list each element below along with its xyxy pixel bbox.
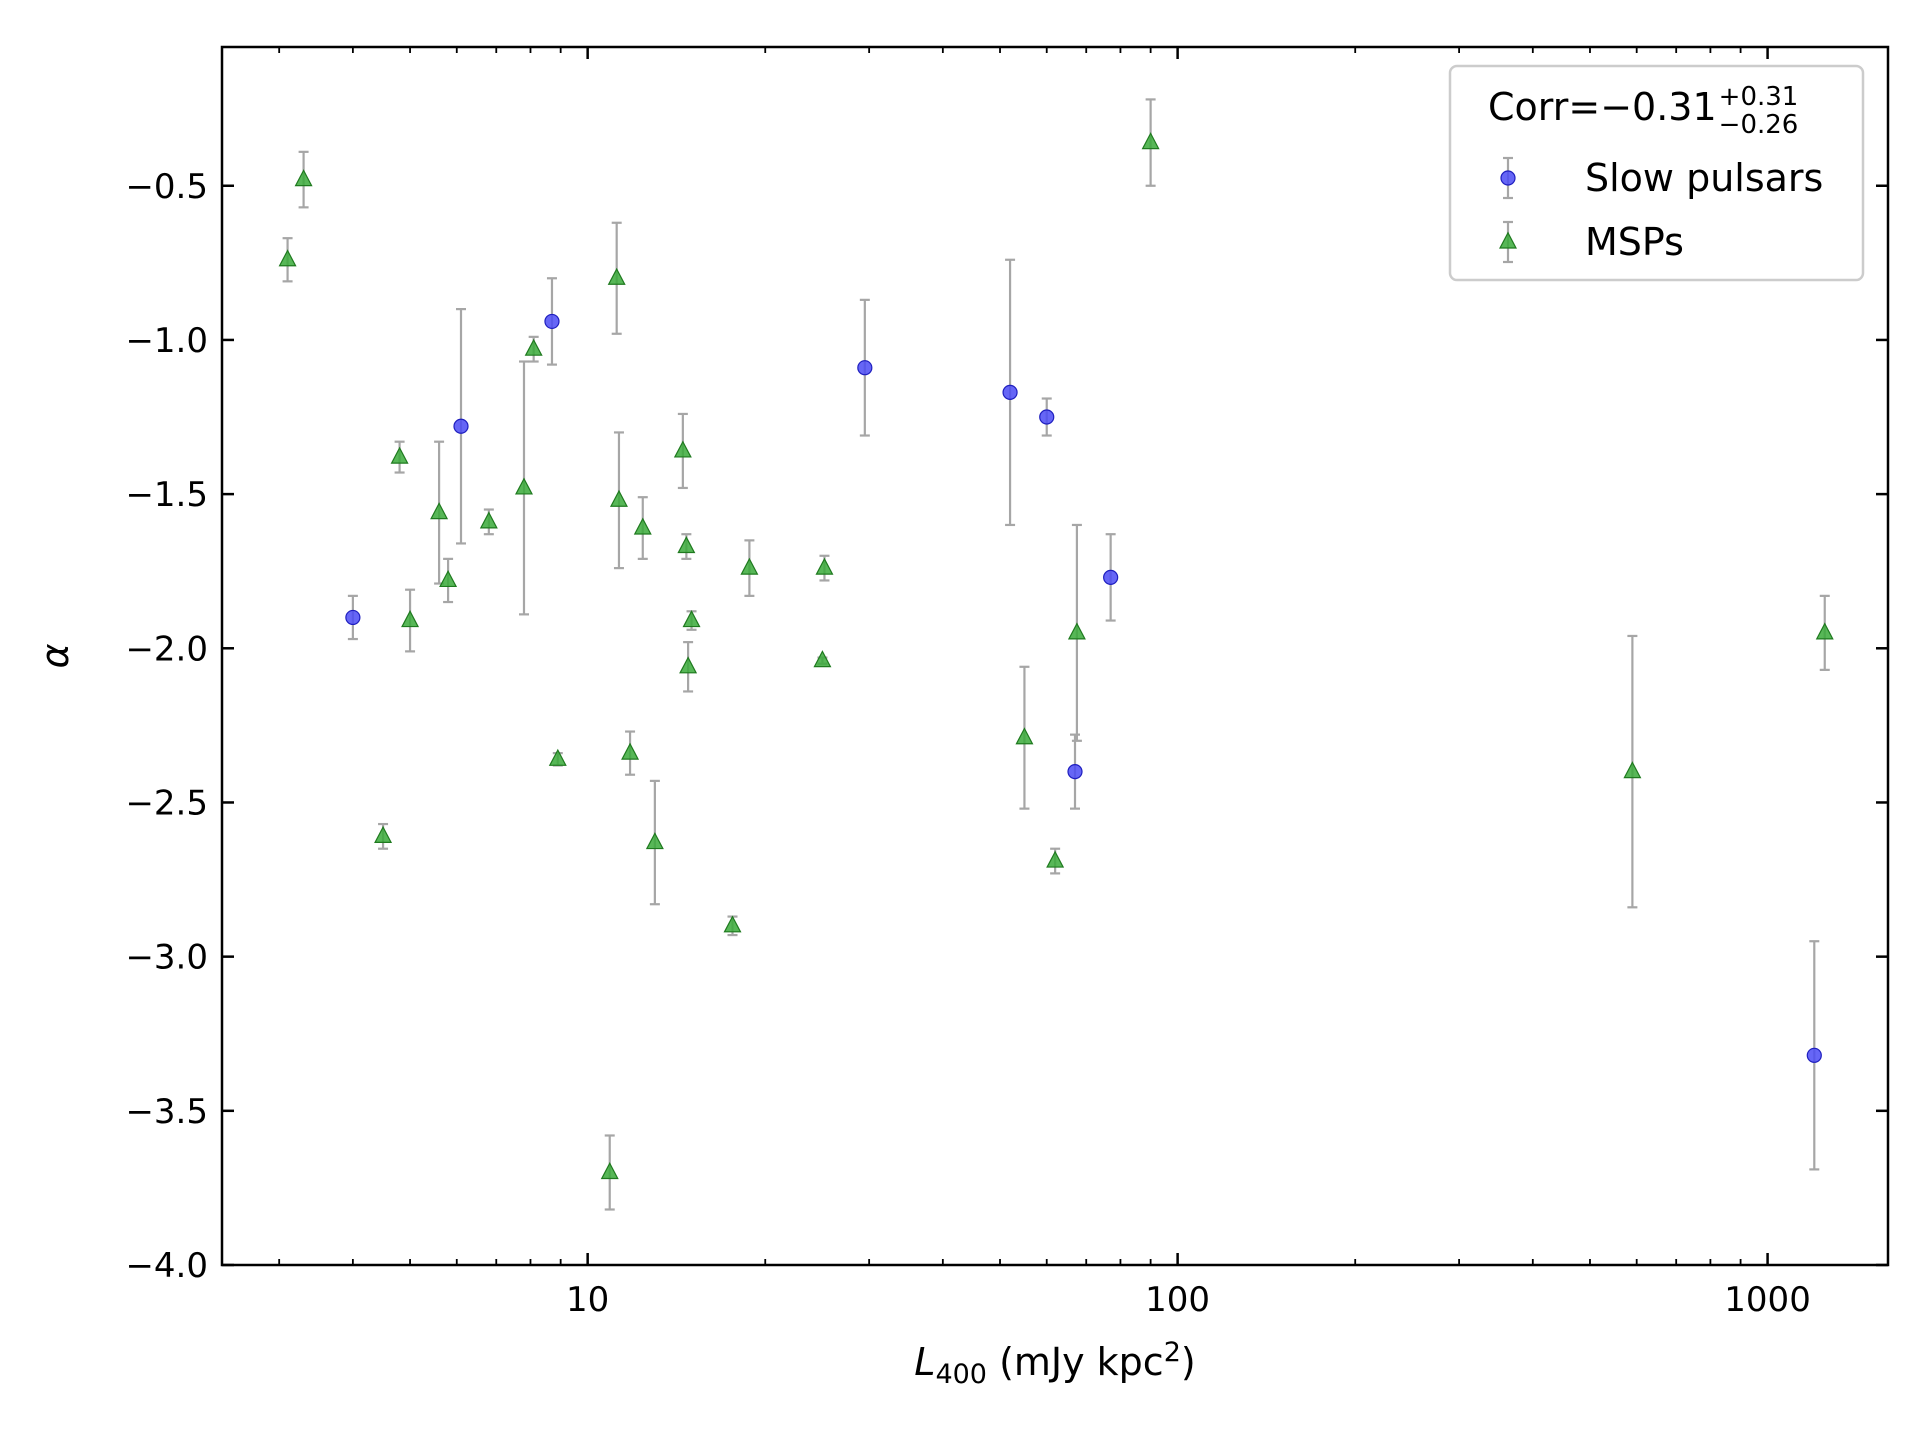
plot-frame: [220, 45, 1890, 1267]
slow-pulsar-point: [544, 313, 560, 330]
msp-point: [813, 650, 832, 668]
y-tick-label: −3.0: [125, 938, 208, 978]
msp-point: [1623, 761, 1642, 779]
legend-label: Slow pulsars: [1585, 156, 1823, 200]
msp-point: [679, 656, 698, 674]
msp-point: [548, 748, 567, 766]
legend-title-superscript: +0.31: [1719, 82, 1799, 112]
msp-point: [514, 477, 533, 495]
slow-pulsar-point: [1002, 384, 1018, 400]
msp-point: [1067, 622, 1086, 640]
msp-point: [374, 825, 393, 843]
x-axis-label-end: ): [1181, 1340, 1196, 1384]
msp-point: [609, 489, 628, 507]
msp-point: [479, 511, 498, 529]
x-tick-label: 100: [1145, 1280, 1210, 1320]
legend-label: MSPs: [1585, 220, 1684, 264]
x-axis-label: L400 (mJy kpc2): [914, 1337, 1195, 1390]
x-axis-label-superscript: 2: [1164, 1337, 1181, 1368]
legend-items: Slow pulsars MSPs: [1499, 156, 1823, 264]
msp-point: [1046, 850, 1065, 868]
msp-point: [740, 557, 759, 575]
legend-box: [1448, 64, 1865, 282]
msp-point: [1015, 727, 1034, 745]
legend-title-main: Corr=−0.31: [1488, 85, 1717, 129]
msp-point: [439, 569, 458, 588]
msp-point: [682, 610, 701, 628]
x-axis-label-main: L: [914, 1340, 935, 1384]
legend-title: Corr=−0.31+0.31 −0.26: [1488, 82, 1798, 140]
msp-point: [621, 742, 640, 760]
msp-point: [815, 557, 834, 575]
msp-point: [278, 249, 297, 267]
msp-point: [723, 915, 742, 933]
slow-pulsar-point: [345, 609, 361, 626]
slow-pulsar-point: [1039, 409, 1055, 425]
slow-pulsar-point: [1067, 764, 1083, 780]
msp-point: [633, 517, 652, 535]
slow-pulsar-point: [1103, 569, 1119, 585]
legend-item: Slow pulsars: [1500, 156, 1823, 200]
msp-point: [645, 832, 664, 850]
msp-point: [401, 610, 420, 628]
legend-item: MSPs: [1499, 220, 1684, 264]
msp-point: [607, 267, 626, 285]
legend-title-subscript: −0.26: [1719, 110, 1799, 140]
msp-point: [673, 440, 692, 458]
slow-pulsar-point: [857, 360, 873, 376]
y-axis-label: α: [33, 643, 77, 668]
slow-pulsar-point: [453, 418, 469, 434]
msp-point: [1815, 622, 1834, 640]
msp-point: [430, 502, 449, 520]
x-axis-label-unit: (mJy kpc: [987, 1340, 1164, 1384]
data-points: [278, 132, 1834, 1180]
y-tick-label: −2.0: [125, 629, 208, 669]
y-tick-label: −3.5: [125, 1092, 208, 1132]
y-tick-label: −4.0: [125, 1246, 208, 1286]
msp-point: [390, 446, 409, 464]
msp-point: [600, 1162, 619, 1180]
x-tick-label: 10: [566, 1280, 609, 1320]
msp-point: [524, 338, 543, 356]
x-tick-label: 1000: [1724, 1280, 1811, 1320]
x-axis-label-subscript: 400: [935, 1359, 987, 1390]
legend-marker: [1500, 170, 1516, 186]
y-tick-label: −2.5: [125, 783, 208, 823]
slow-pulsar-point: [1806, 1047, 1822, 1063]
y-tick-label: −1.0: [125, 321, 208, 361]
tick-labels: 10 100 1000 −0.5 −1.0 −1.5 −2.0 −2.5 −3.0 −3.5 −4.…: [125, 167, 1810, 1320]
msp-point: [677, 536, 696, 554]
legend-marker: [1499, 231, 1517, 249]
legend: Corr=−0.31+0.31 −0.26 Slow pulsars MSPs: [1448, 64, 1865, 282]
msp-point: [294, 169, 313, 187]
msp-point: [1141, 132, 1160, 150]
y-tick-label: −0.5: [125, 167, 208, 207]
y-tick-label: −1.5: [125, 475, 208, 515]
